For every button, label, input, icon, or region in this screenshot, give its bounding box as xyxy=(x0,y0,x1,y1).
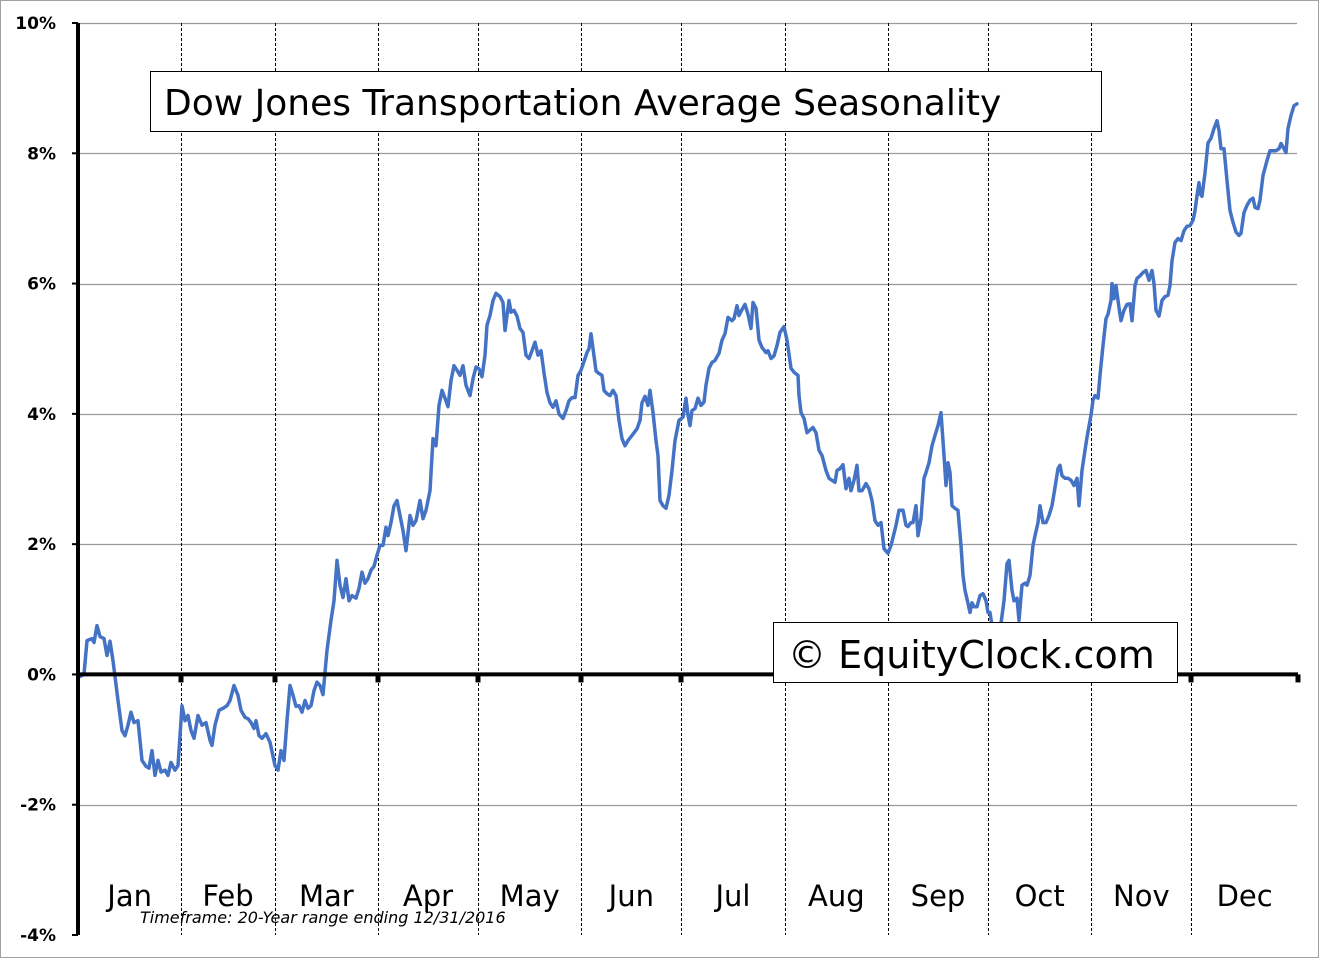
zero-line-tick xyxy=(375,674,381,683)
month-label-apr: Apr xyxy=(403,879,453,913)
month-label-sep: Sep xyxy=(911,879,966,913)
zero-line-tick xyxy=(678,674,684,683)
series-line xyxy=(78,102,1299,778)
month-label-may: May xyxy=(500,879,560,913)
y-tick-label: -2% xyxy=(20,796,56,816)
month-label-feb: Feb xyxy=(202,879,253,913)
gridlines xyxy=(78,22,1297,807)
month-label-dec: Dec xyxy=(1217,879,1273,913)
y-tick-label: 2% xyxy=(27,535,56,555)
zero-line-tick xyxy=(1188,674,1194,683)
zero-line-tick xyxy=(178,674,184,683)
chart-title: Dow Jones Transportation Average Seasona… xyxy=(164,83,1001,124)
title-box: Dow Jones Transportation Average Seasona… xyxy=(150,71,1102,132)
month-label-mar: Mar xyxy=(299,879,354,913)
watermark: © EquityClock.com xyxy=(788,633,1155,677)
y-tick-label: 6% xyxy=(27,275,56,295)
y-tick-label: 10% xyxy=(15,14,56,34)
zero-line-tick xyxy=(578,674,584,683)
y-tick-label: 0% xyxy=(27,665,56,685)
month-dividers xyxy=(181,23,1192,935)
series-line-group xyxy=(78,102,1299,778)
month-label-aug: Aug xyxy=(808,879,865,913)
timeframe-note: Timeframe: 20-Year range ending 12/31/20… xyxy=(140,908,506,927)
month-label-nov: Nov xyxy=(1113,879,1170,913)
month-label-oct: Oct xyxy=(1015,879,1065,913)
zero-line-tick xyxy=(1295,674,1301,683)
month-label-jul: Jul xyxy=(714,879,751,913)
zero-line-tick xyxy=(475,674,481,683)
month-label-jun: Jun xyxy=(607,879,654,913)
zero-line-tick xyxy=(272,674,278,683)
watermark-box: © EquityClock.com xyxy=(773,622,1178,683)
month-label-jan: Jan xyxy=(105,879,152,913)
x-axis-month-labels: Jan Feb Mar Apr May Jun Jul Aug Sep Oct Nov Dec xyxy=(105,879,1272,913)
y-tick-label: 4% xyxy=(27,405,56,425)
y-axis-ticks: 10% 8% 6% 4% 2% 0% -2% -4% xyxy=(15,14,78,946)
y-tick-label: -4% xyxy=(20,926,56,946)
y-tick-label: 8% xyxy=(27,144,56,164)
